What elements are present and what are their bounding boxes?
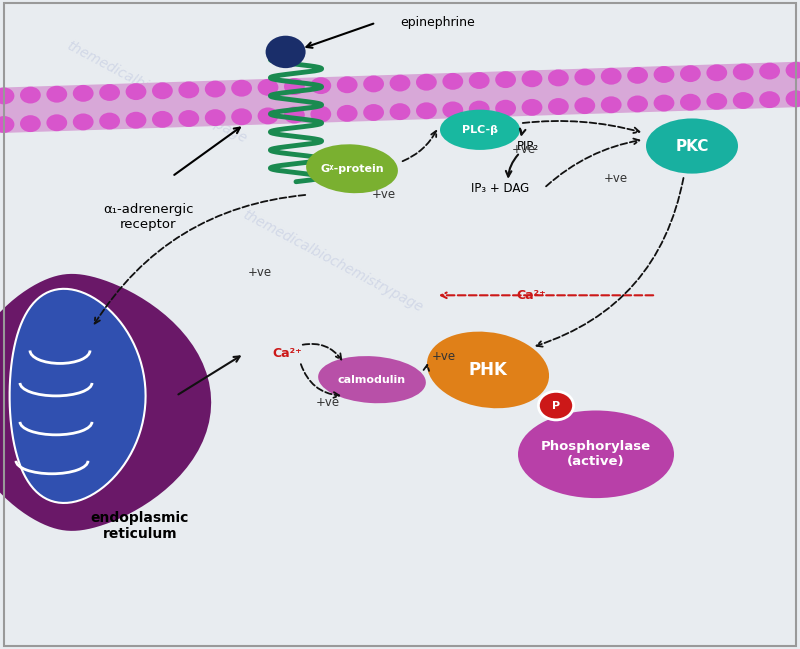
Circle shape: [231, 80, 252, 97]
Circle shape: [786, 62, 800, 79]
Text: PLC-β: PLC-β: [462, 125, 498, 135]
Ellipse shape: [427, 332, 549, 408]
Text: P: P: [552, 400, 560, 411]
Circle shape: [680, 93, 701, 110]
Circle shape: [178, 110, 199, 127]
Circle shape: [442, 101, 463, 118]
Polygon shape: [10, 289, 146, 503]
Text: α₁-adrenergic
receptor: α₁-adrenergic receptor: [102, 203, 194, 232]
Circle shape: [627, 67, 648, 84]
Ellipse shape: [440, 110, 520, 150]
Circle shape: [786, 90, 800, 107]
Circle shape: [284, 106, 305, 123]
Circle shape: [231, 108, 252, 125]
Circle shape: [390, 103, 410, 120]
Circle shape: [20, 86, 41, 103]
Text: themedicalbiochemistrypage: themedicalbiochemistrypage: [64, 38, 249, 146]
Text: endoplasmic
reticulum: endoplasmic reticulum: [91, 511, 189, 541]
Circle shape: [266, 36, 306, 68]
Circle shape: [680, 65, 701, 82]
Circle shape: [46, 114, 67, 131]
Text: +ve: +ve: [248, 266, 272, 279]
Circle shape: [706, 64, 727, 81]
Circle shape: [574, 97, 595, 114]
Circle shape: [469, 101, 490, 117]
Circle shape: [99, 84, 120, 101]
Circle shape: [601, 67, 622, 84]
Text: IP₃ + DAG: IP₃ + DAG: [471, 182, 529, 195]
Circle shape: [258, 79, 278, 96]
Text: +ve: +ve: [316, 396, 340, 409]
Polygon shape: [0, 62, 800, 133]
Circle shape: [495, 71, 516, 88]
Circle shape: [442, 73, 463, 90]
Circle shape: [574, 69, 595, 86]
Circle shape: [205, 80, 226, 97]
Circle shape: [20, 115, 41, 132]
Circle shape: [46, 86, 67, 103]
Circle shape: [310, 77, 331, 94]
Polygon shape: [0, 274, 211, 531]
Circle shape: [733, 64, 754, 80]
Circle shape: [0, 116, 14, 133]
Circle shape: [601, 96, 622, 113]
Circle shape: [416, 103, 437, 119]
Text: PIP₂: PIP₂: [517, 140, 539, 153]
Text: calmodulin: calmodulin: [338, 374, 406, 385]
Text: epinephrine: epinephrine: [400, 16, 474, 29]
Ellipse shape: [318, 356, 426, 403]
Circle shape: [178, 82, 199, 99]
Ellipse shape: [646, 118, 738, 173]
Circle shape: [759, 92, 780, 108]
Circle shape: [759, 63, 780, 80]
Circle shape: [390, 75, 410, 92]
Circle shape: [152, 82, 173, 99]
Text: Ca²⁺: Ca²⁺: [516, 289, 546, 302]
Circle shape: [126, 112, 146, 129]
Circle shape: [654, 95, 674, 112]
Circle shape: [99, 113, 120, 130]
Circle shape: [337, 105, 358, 122]
Circle shape: [126, 83, 146, 100]
Circle shape: [152, 111, 173, 128]
Circle shape: [538, 391, 574, 420]
Text: +ve: +ve: [372, 188, 396, 201]
Circle shape: [337, 77, 358, 93]
Circle shape: [733, 92, 754, 109]
Text: +ve: +ve: [604, 172, 628, 185]
Circle shape: [654, 66, 674, 83]
Circle shape: [310, 106, 331, 123]
Text: +ve: +ve: [432, 350, 456, 363]
Circle shape: [284, 78, 305, 95]
Text: Phosphorylase
(active): Phosphorylase (active): [541, 440, 651, 469]
Circle shape: [0, 88, 14, 104]
Text: themedicalbiochemistrypage: themedicalbiochemistrypage: [240, 207, 425, 315]
Text: PKC: PKC: [675, 138, 709, 154]
Circle shape: [363, 75, 384, 92]
Circle shape: [73, 85, 94, 102]
Circle shape: [548, 98, 569, 115]
Circle shape: [706, 93, 727, 110]
Circle shape: [73, 114, 94, 130]
Text: Ca²⁺: Ca²⁺: [272, 347, 302, 360]
Circle shape: [522, 99, 542, 116]
Text: PHK: PHK: [469, 361, 507, 379]
Circle shape: [469, 72, 490, 89]
Circle shape: [495, 100, 516, 117]
Text: +ve: +ve: [512, 143, 536, 156]
Circle shape: [258, 108, 278, 125]
Circle shape: [416, 74, 437, 91]
Ellipse shape: [518, 411, 674, 498]
Circle shape: [627, 95, 648, 112]
Circle shape: [522, 70, 542, 87]
Circle shape: [363, 104, 384, 121]
Text: Gᵡ-protein: Gᵡ-protein: [320, 164, 384, 174]
Circle shape: [548, 69, 569, 86]
Ellipse shape: [306, 144, 398, 193]
Circle shape: [205, 109, 226, 126]
